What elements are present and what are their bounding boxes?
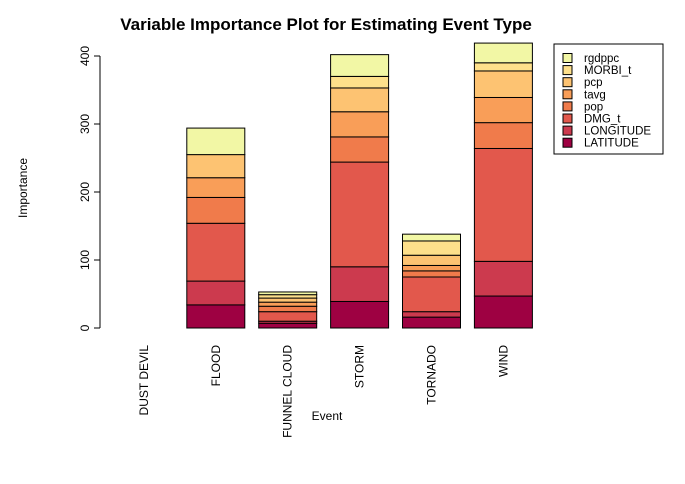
bar-segment: [330, 111, 390, 138]
legend-label: LONGITUDE: [584, 126, 651, 138]
plot-area: [186, 42, 533, 329]
x-tick-label: WIND: [496, 345, 510, 377]
legend-swatch: [562, 77, 573, 88]
bar-segment: [330, 136, 390, 163]
bar-segment: [258, 297, 318, 303]
bar-segment: [473, 70, 533, 98]
bar-segment: [258, 301, 318, 307]
chart-title: Variable Importance Plot for Estimating …: [120, 15, 532, 34]
bar-segment: [330, 300, 390, 329]
legend-label: LATITUDE: [584, 138, 639, 150]
y-axis: 0 100 200 300 400: [78, 46, 100, 331]
bar-segment: [186, 222, 246, 282]
bar-segment: [330, 75, 390, 89]
legend-swatch: [562, 125, 573, 136]
bar-segment: [186, 196, 246, 224]
bar-segment: [258, 305, 318, 313]
bar-segment: [473, 260, 533, 297]
legend-swatch: [562, 65, 573, 76]
bar-segment: [473, 295, 533, 329]
x-tick-label: TORNADO: [425, 345, 439, 405]
bar-segment: [330, 161, 390, 268]
legend-swatch: [562, 113, 573, 124]
bar-segment: [473, 122, 533, 149]
bar-segment: [330, 266, 390, 302]
x-tick-label: FLOOD: [209, 345, 223, 387]
legend-label: pcp: [584, 77, 603, 89]
bar-segment: [473, 96, 533, 124]
bar-segment: [402, 254, 461, 266]
legend-swatch: [562, 101, 573, 112]
x-axis: DUST DEVIL FLOOD FUNNEL CLOUD STORM TORNADO W…: [137, 345, 511, 438]
y-tick-label: 100: [78, 250, 92, 270]
bar-segment: [258, 322, 318, 329]
legend-label: tavg: [584, 89, 606, 101]
bar-segment: [402, 264, 461, 272]
bar-segment: [186, 127, 246, 156]
y-tick-label: 200: [78, 182, 92, 202]
bar-segment: [186, 154, 246, 179]
legend-label: pop: [584, 101, 603, 113]
legend-label: DMG_t: [584, 114, 621, 126]
legend-label: MORBI_t: [584, 65, 632, 77]
y-tick-label: 0: [78, 324, 92, 331]
y-tick-label: 300: [78, 114, 92, 134]
bar-segment: [473, 62, 533, 72]
y-axis-label: Importance: [16, 158, 30, 218]
legend: rgdppcMORBI_tpcptavgpopDMG_tLONGITUDELAT…: [553, 43, 664, 155]
x-tick-label: STORM: [353, 345, 367, 388]
bar-segment: [186, 280, 246, 306]
bar-segment: [330, 87, 390, 113]
bar-segment: [402, 311, 461, 318]
bar-segment: [402, 316, 461, 329]
legend-swatch: [562, 137, 573, 148]
legend-swatch: [562, 53, 573, 63]
bar-segment: [402, 270, 461, 278]
legend-swatch: [562, 89, 573, 100]
bar-segment: [186, 304, 246, 329]
bar-segment: [402, 276, 461, 313]
bar-segment: [473, 42, 533, 64]
bar-segment: [473, 147, 533, 262]
bar-segment: [402, 233, 461, 242]
x-tick-label: DUST DEVIL: [137, 345, 151, 416]
bar-segment: [402, 240, 461, 256]
bar-segment: [330, 54, 390, 77]
y-tick-label: 400: [78, 46, 92, 66]
legend-label: rgdppc: [584, 53, 619, 65]
x-tick-label: FUNNEL CLOUD: [281, 345, 295, 438]
x-axis-label: Event: [312, 409, 343, 423]
bar-segment: [258, 291, 318, 296]
bar-segment: [186, 177, 246, 198]
bar-segment: [258, 294, 318, 299]
bar-segment: [258, 311, 318, 322]
